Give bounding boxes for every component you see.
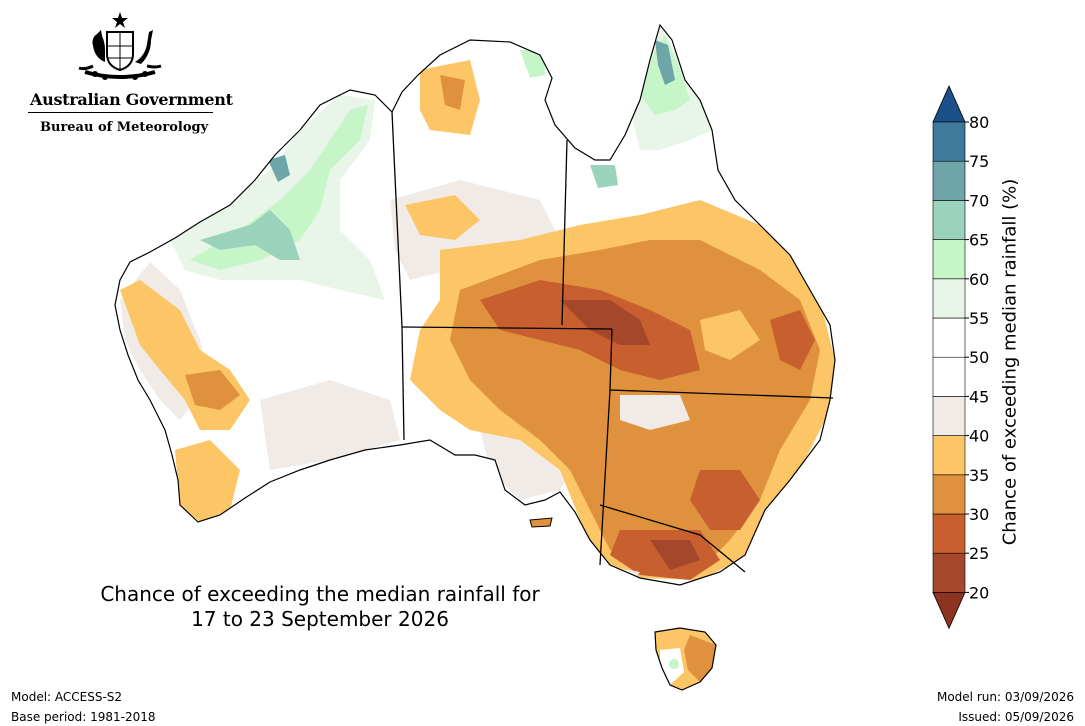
legend-title: Chance of exceeding median rainfall (%) [999,178,1021,546]
legend-tick-label: 50 [969,348,989,367]
legend-tick-label: 65 [969,231,989,250]
legend-tick-label: 80 [969,113,989,132]
legend-tick-label: 20 [969,583,989,602]
legend-tick-label: 35 [969,466,989,485]
legend-tick-label: 55 [969,309,989,328]
model-run-date: Model run: 03/09/2026 [936,690,1074,704]
legend-tick-label: 70 [969,191,989,210]
legend-band [932,396,966,436]
legend-band [932,356,966,397]
mainland-fill [115,25,835,585]
legend-band [932,200,966,240]
legend-band [932,278,966,319]
australia-rainfall-map [114,23,836,691]
legend-tick-label: 75 [969,152,989,171]
legend-colorbar: 20 25 30 35 40 45 50 55 60 65 70 75 80 [932,85,989,630]
legend-band [932,513,966,554]
state-borders [391,111,834,573]
legend-tick-label: 40 [969,427,989,446]
logo-divider [28,112,213,113]
map-title-line1: Chance of exceeding the median rainfall … [100,582,540,606]
tasmania-coastline [654,627,717,691]
legend-band [932,435,966,476]
legend-tick-label: 60 [969,270,989,289]
bom-logo: Australian Government Bureau of Meteorol… [20,10,233,140]
base-period: Base period: 1981-2018 [11,710,156,724]
legend-under-range [932,592,966,630]
legend-band [932,160,966,201]
issued-date: Issued: 05/09/2026 [958,710,1074,724]
coat-of-arms-icon [78,12,162,80]
map-title-line2: 17 to 23 September 2026 [191,607,449,631]
agency-name: Bureau of Meteorology [40,120,209,135]
legend-band [932,552,966,593]
legend-band [932,239,966,280]
legend-tick-label: 30 [969,505,989,524]
government-name: Australian Government [30,90,233,109]
legend-over-range [932,85,966,123]
kangaroo-island [529,517,553,528]
legend-tick-label: 45 [969,387,989,406]
legend-band [932,121,966,162]
legend-band [932,317,966,358]
model-name: Model: ACCESS-S2 [11,690,123,704]
legend-band [932,474,966,515]
mainland-coastline [114,23,836,586]
legend-tick-label: 25 [969,544,989,563]
map-title: Chance of exceeding the median rainfall … [60,582,580,632]
